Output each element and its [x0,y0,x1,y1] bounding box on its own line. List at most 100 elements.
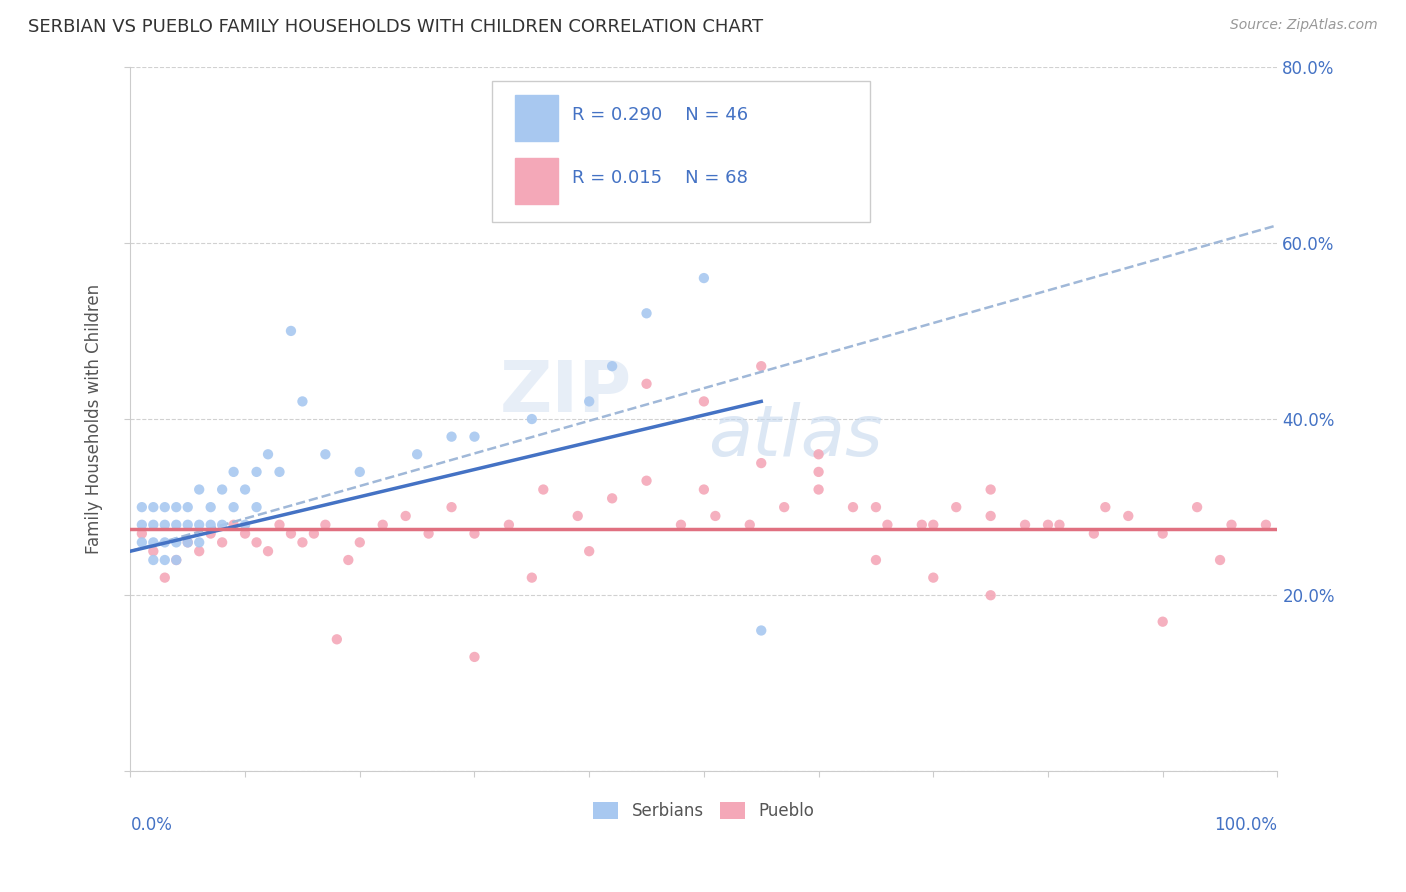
Pueblo [1152,615,1174,629]
Pueblo [269,517,291,532]
Serbians [578,394,600,409]
Pueblo [807,447,830,461]
Pueblo [738,517,761,532]
Serbians [269,465,291,479]
Pueblo [314,517,336,532]
Serbians [280,324,302,338]
Pueblo [188,544,211,558]
Pueblo [1152,526,1174,541]
Text: 100.0%: 100.0% [1215,815,1278,833]
Serbians [257,447,280,461]
Serbians [142,517,165,532]
Pueblo [749,359,772,374]
Serbians [177,500,200,515]
Pueblo [233,526,256,541]
Serbians [291,394,314,409]
Serbians [165,535,187,549]
Serbians [165,553,187,567]
Pueblo [980,483,1002,497]
Pueblo [463,649,485,664]
Pueblo [520,571,543,585]
Pueblo [911,517,934,532]
Serbians [200,517,222,532]
Serbians [749,624,772,638]
Pueblo [669,517,692,532]
Pueblo [807,465,830,479]
Serbians [131,517,153,532]
Pueblo [463,526,485,541]
Pueblo [337,553,360,567]
Pueblo [876,517,898,532]
Pueblo [142,544,165,558]
Pueblo [395,508,418,523]
Pueblo [807,483,830,497]
Serbians [142,553,165,567]
Pueblo [773,500,796,515]
Pueblo [371,517,394,532]
Serbians [245,465,267,479]
Pueblo [1185,500,1208,515]
Serbians [131,535,153,549]
Pueblo [1116,508,1139,523]
Pueblo [1014,517,1036,532]
Serbians [211,517,233,532]
Serbians [349,465,371,479]
Pueblo [865,553,887,567]
Pueblo [211,535,233,549]
Pueblo [1209,553,1232,567]
Text: Source: ZipAtlas.com: Source: ZipAtlas.com [1230,18,1378,32]
Pueblo [600,491,623,506]
Pueblo [1254,517,1277,532]
Serbians [142,535,165,549]
Serbians [440,430,463,444]
Serbians [211,483,233,497]
Pueblo [945,500,967,515]
Y-axis label: Family Households with Children: Family Households with Children [86,284,103,554]
Legend: Serbians, Pueblo: Serbians, Pueblo [586,795,821,827]
Pueblo [922,571,945,585]
Serbians [153,553,176,567]
Bar [515,95,558,141]
Pueblo [578,544,600,558]
Serbians [245,500,267,515]
Pueblo [222,517,245,532]
Serbians [188,483,211,497]
Serbians [131,500,153,515]
Serbians [406,447,429,461]
Pueblo [200,526,222,541]
FancyBboxPatch shape [492,80,870,222]
Pueblo [636,474,658,488]
Serbians [200,500,222,515]
Pueblo [1036,517,1059,532]
Text: R = 0.015    N = 68: R = 0.015 N = 68 [572,169,748,187]
Text: R = 0.290    N = 46: R = 0.290 N = 46 [572,105,748,123]
Pueblo [1049,517,1071,532]
Pueblo [153,571,176,585]
Pueblo [865,500,887,515]
Pueblo [326,632,349,647]
Pueblo [291,535,314,549]
Pueblo [531,483,554,497]
Pueblo [302,526,325,541]
Serbians [142,500,165,515]
Serbians [177,517,200,532]
Pueblo [842,500,865,515]
Serbians [165,517,187,532]
Text: SERBIAN VS PUEBLO FAMILY HOUSEHOLDS WITH CHILDREN CORRELATION CHART: SERBIAN VS PUEBLO FAMILY HOUSEHOLDS WITH… [28,18,763,36]
Pueblo [693,483,716,497]
Pueblo [693,394,716,409]
Pueblo [257,544,280,558]
Pueblo [131,526,153,541]
Pueblo [418,526,440,541]
Serbians [188,517,211,532]
Pueblo [1220,517,1243,532]
Pueblo [636,376,658,391]
Serbians [177,535,200,549]
Pueblo [980,508,1002,523]
Pueblo [280,526,302,541]
Pueblo [922,517,945,532]
Pueblo [567,508,589,523]
Serbians [153,535,176,549]
Serbians [222,500,245,515]
Text: 0.0%: 0.0% [131,815,173,833]
